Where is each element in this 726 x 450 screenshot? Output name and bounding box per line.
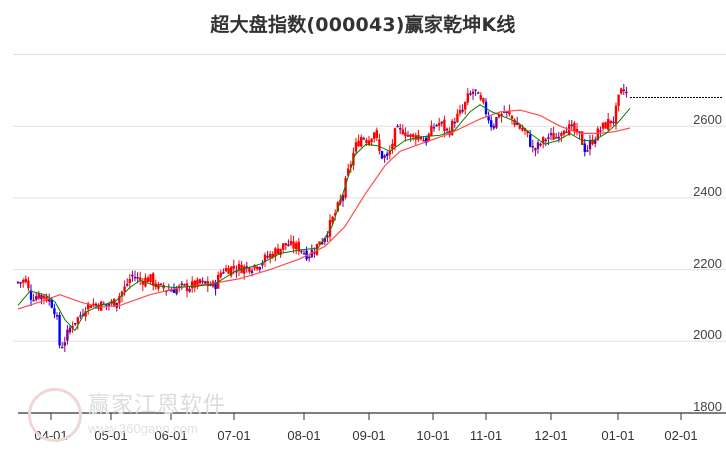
x-tick-05-01: 05-01: [94, 428, 128, 443]
x-tick-01-01: 01-01: [601, 428, 635, 443]
y-tick-2600: 2600: [693, 112, 722, 127]
watermark-logo-icon: [28, 388, 82, 442]
y-tick-2200: 2200: [693, 256, 722, 271]
x-tick-10-01: 10-01: [416, 428, 450, 443]
x-tick-08-01: 08-01: [287, 428, 321, 443]
x-tick-06-01: 06-01: [154, 428, 188, 443]
x-tick-11-01: 11-01: [469, 428, 503, 443]
watermark-url: www.360gann.com: [88, 421, 198, 436]
y-tick-2400: 2400: [693, 184, 722, 199]
x-tick-07-01: 07-01: [217, 428, 251, 443]
x-tick-12-01: 12-01: [534, 428, 568, 443]
chart-title: 超大盘指数(000043)赢家乾坤K线: [210, 14, 516, 36]
x-tick-09-01: 09-01: [352, 428, 386, 443]
y-tick-2000: 2000: [693, 327, 722, 342]
x-tick-02-01: 02-01: [664, 428, 698, 443]
watermark-text: 赢家江恩软件: [88, 393, 227, 418]
y-tick-1800: 1800: [693, 399, 722, 414]
